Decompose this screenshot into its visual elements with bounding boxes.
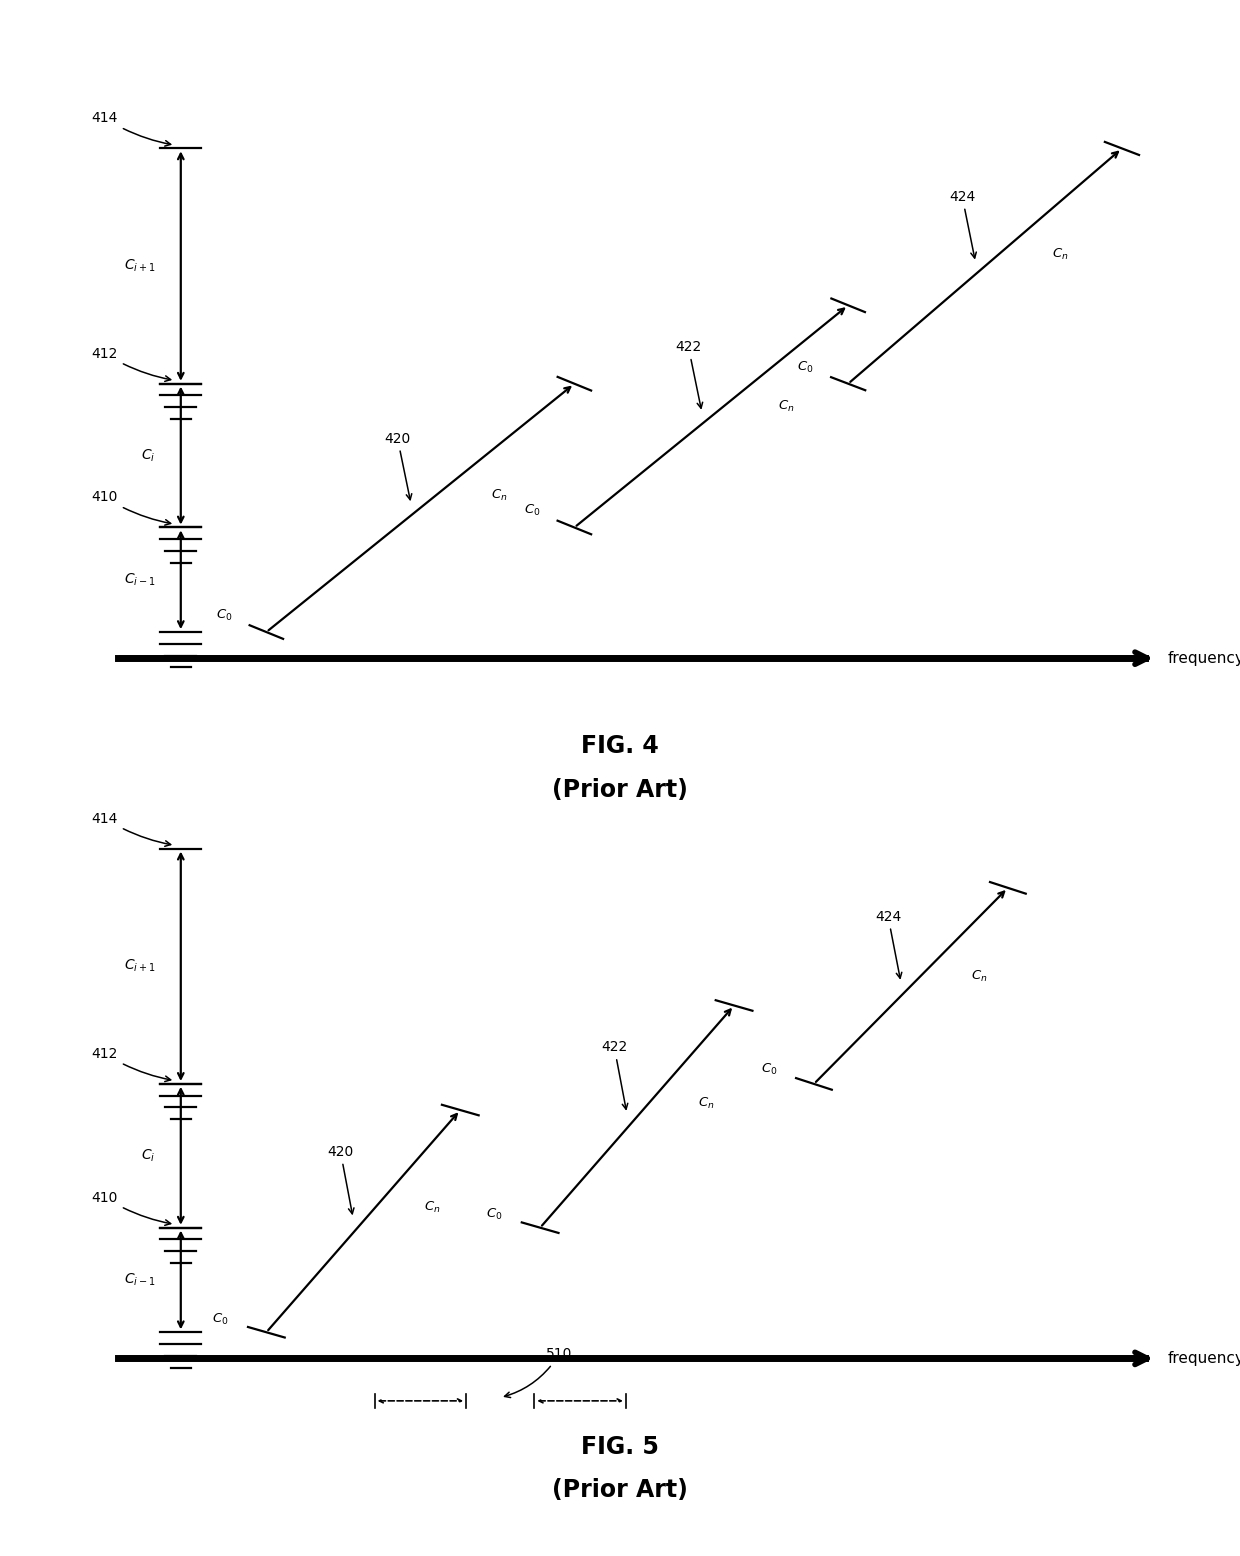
Text: $C_{i}$: $C_{i}$: [141, 448, 156, 464]
Text: 410: 410: [92, 1190, 171, 1225]
Text: FIG. 4: FIG. 4: [582, 734, 658, 758]
Text: 424: 424: [949, 190, 976, 258]
Text: $C_{i-1}$: $C_{i-1}$: [124, 1271, 156, 1288]
Text: 414: 414: [92, 112, 171, 146]
Text: $C_n$: $C_n$: [491, 487, 507, 503]
Text: $C_n$: $C_n$: [424, 1200, 440, 1215]
Text: FIG. 5: FIG. 5: [582, 1435, 658, 1458]
Text: $C_{i+1}$: $C_{i+1}$: [124, 958, 156, 974]
Text: 420: 420: [384, 431, 412, 499]
Text: 412: 412: [92, 1047, 171, 1081]
Text: $C_0$: $C_0$: [797, 359, 813, 375]
Text: (Prior Art): (Prior Art): [552, 1478, 688, 1502]
Text: $C_n$: $C_n$: [971, 969, 987, 985]
Text: $C_{i+1}$: $C_{i+1}$: [124, 258, 156, 274]
Text: $C_0$: $C_0$: [761, 1061, 777, 1077]
Text: $C_0$: $C_0$: [486, 1207, 502, 1221]
Text: $C_0$: $C_0$: [216, 607, 233, 622]
Text: 422: 422: [676, 341, 703, 408]
Text: $C_n$: $C_n$: [1053, 246, 1069, 261]
Text: $C_{i}$: $C_{i}$: [141, 1148, 156, 1164]
Text: 412: 412: [92, 347, 171, 381]
Text: (Prior Art): (Prior Art): [552, 778, 688, 801]
Text: $C_0$: $C_0$: [525, 503, 541, 518]
Text: 410: 410: [92, 490, 171, 524]
Text: frequency: frequency: [1168, 1351, 1240, 1366]
Text: $C_n$: $C_n$: [698, 1095, 714, 1111]
Text: 424: 424: [875, 910, 901, 979]
Text: 422: 422: [601, 1041, 627, 1109]
Text: $C_0$: $C_0$: [212, 1312, 228, 1327]
Text: 420: 420: [327, 1145, 353, 1214]
Text: $C_{i-1}$: $C_{i-1}$: [124, 571, 156, 588]
Text: frequency: frequency: [1168, 650, 1240, 666]
Text: $C_n$: $C_n$: [777, 400, 795, 414]
Text: 414: 414: [92, 812, 171, 846]
Text: 510: 510: [505, 1347, 572, 1397]
